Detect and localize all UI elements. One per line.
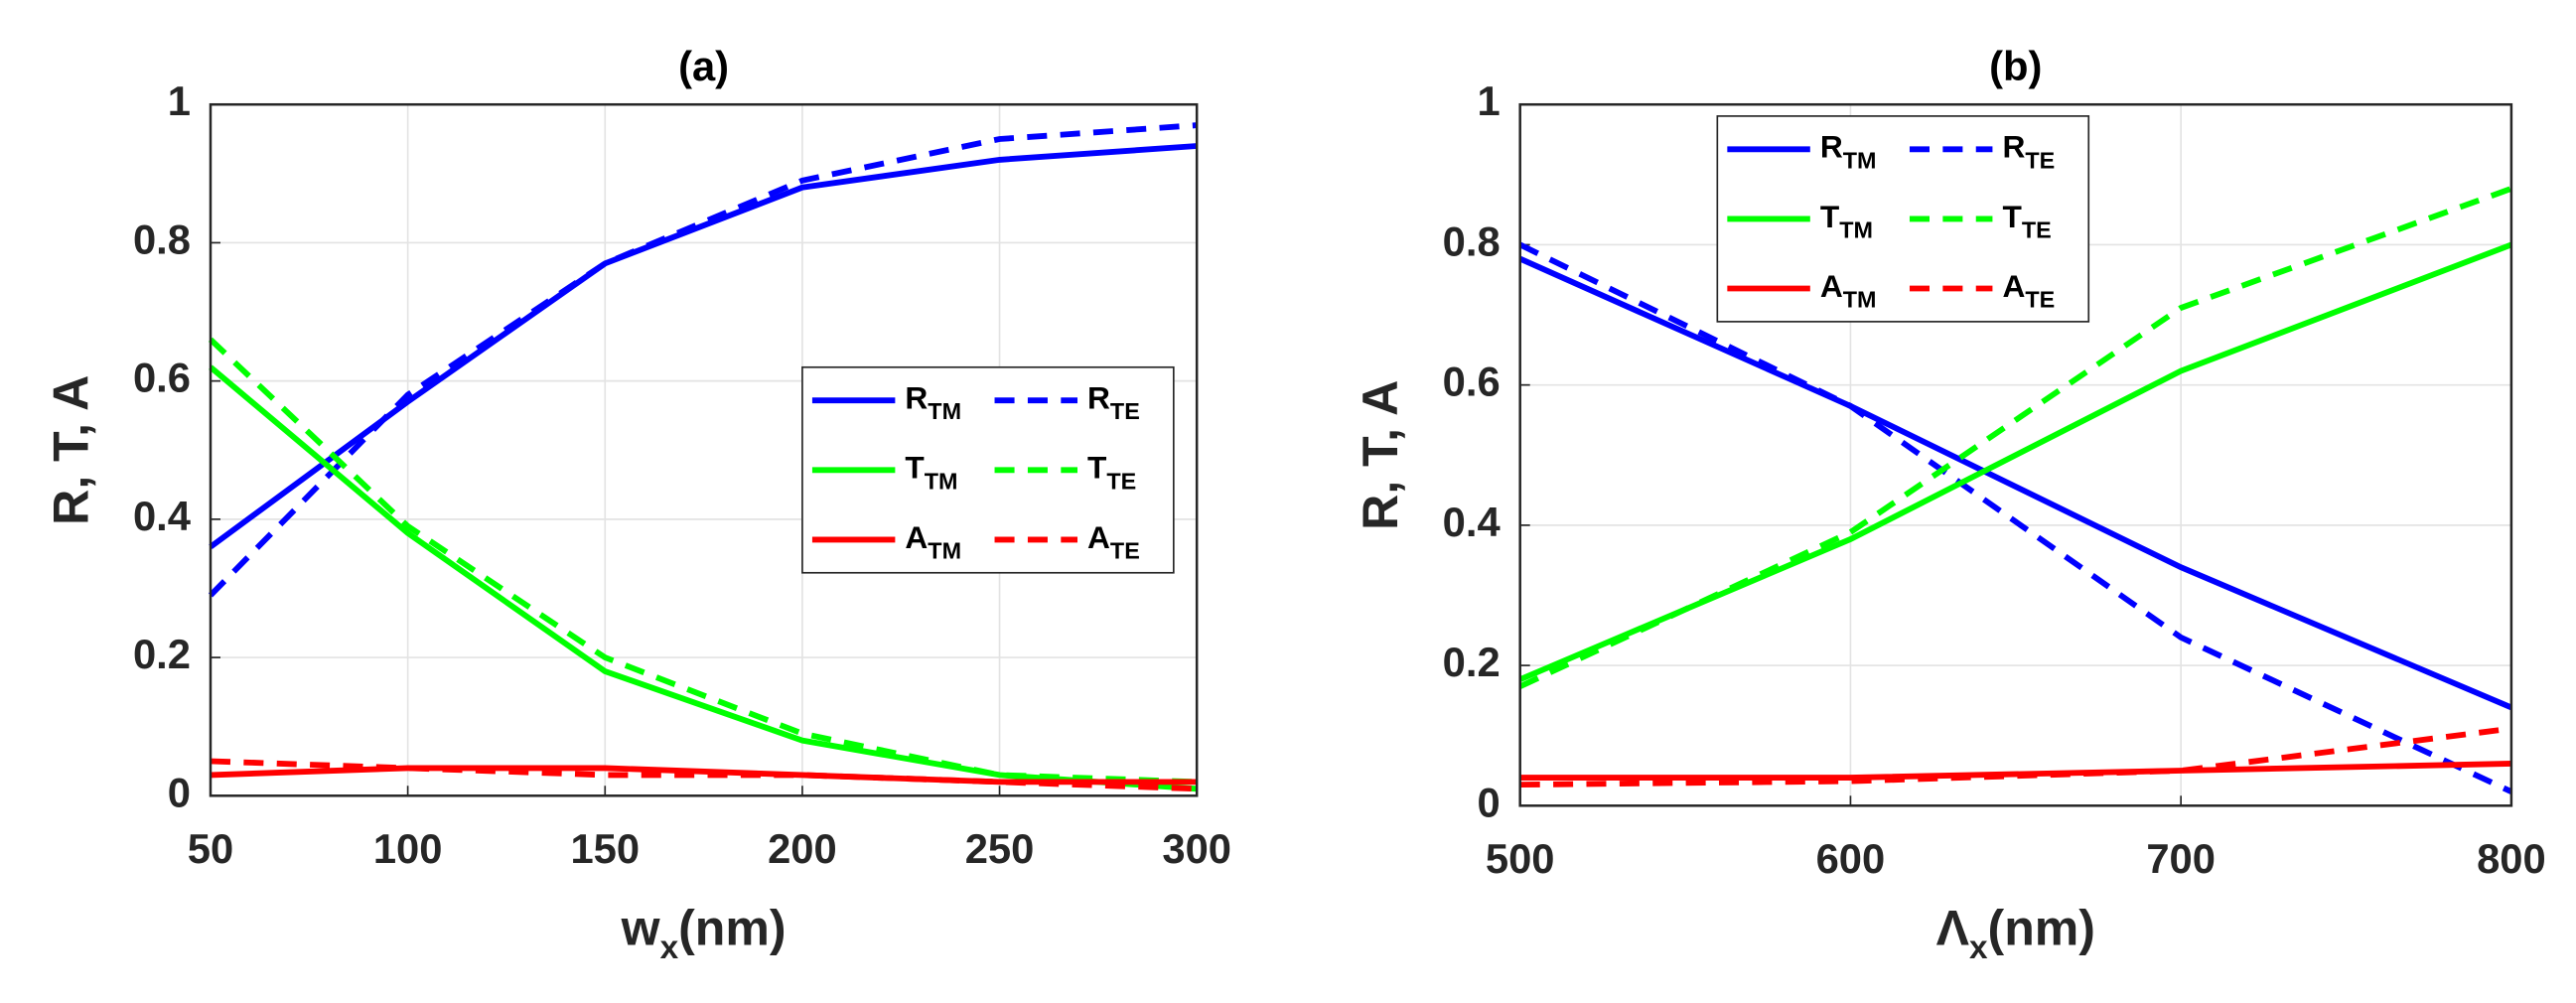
y-axis-label: R, T, A [1353,380,1408,530]
y-tick-label: 1 [1477,77,1500,124]
x-tick-label: 200 [768,825,837,872]
y-tick-label: 0 [168,769,191,815]
series-line [208,122,1198,598]
x-tick-label: 800 [2477,835,2546,882]
x-tick-label: 700 [2146,835,2216,882]
y-tick-label: 1 [168,77,191,124]
axes-box [209,102,1199,797]
series-line [1518,241,2513,794]
y-tick-label: 0.2 [1443,639,1501,685]
series-line [209,364,1198,792]
x-axis-label: wx(nm) [621,900,787,966]
y-tick-label: 0.4 [1443,499,1501,545]
chart-title: (a) [678,43,729,89]
x-tick-label: 500 [1486,835,1555,882]
y-tick-label: 0.8 [1443,217,1501,264]
x-tick-label: 600 [1816,835,1886,882]
x-tick-label: 250 [965,825,1035,872]
series-line [1518,186,2512,689]
chart-title: (b) [1989,43,2042,89]
axes-box [1518,102,2513,807]
y-tick-label: 0.2 [133,631,191,677]
y-axis-label: R, T, A [43,375,98,525]
series-line [1519,761,2511,781]
x-tick-label: 50 [188,825,233,872]
x-tick-label: 300 [1162,825,1231,872]
series-line [1518,255,2513,711]
y-tick-label: 0 [1477,779,1500,825]
x-tick-label: 100 [373,825,443,872]
series-line [210,765,1198,786]
x-axis-label: Λx(nm) [1936,900,2095,966]
y-tick-label: 0.6 [133,355,191,401]
y-tick-label: 0.4 [133,493,191,539]
y-tick-label: 0.8 [133,215,191,262]
y-tick-label: 0.6 [1443,358,1501,405]
series-line [208,337,1198,786]
x-tick-label: 150 [570,825,640,872]
